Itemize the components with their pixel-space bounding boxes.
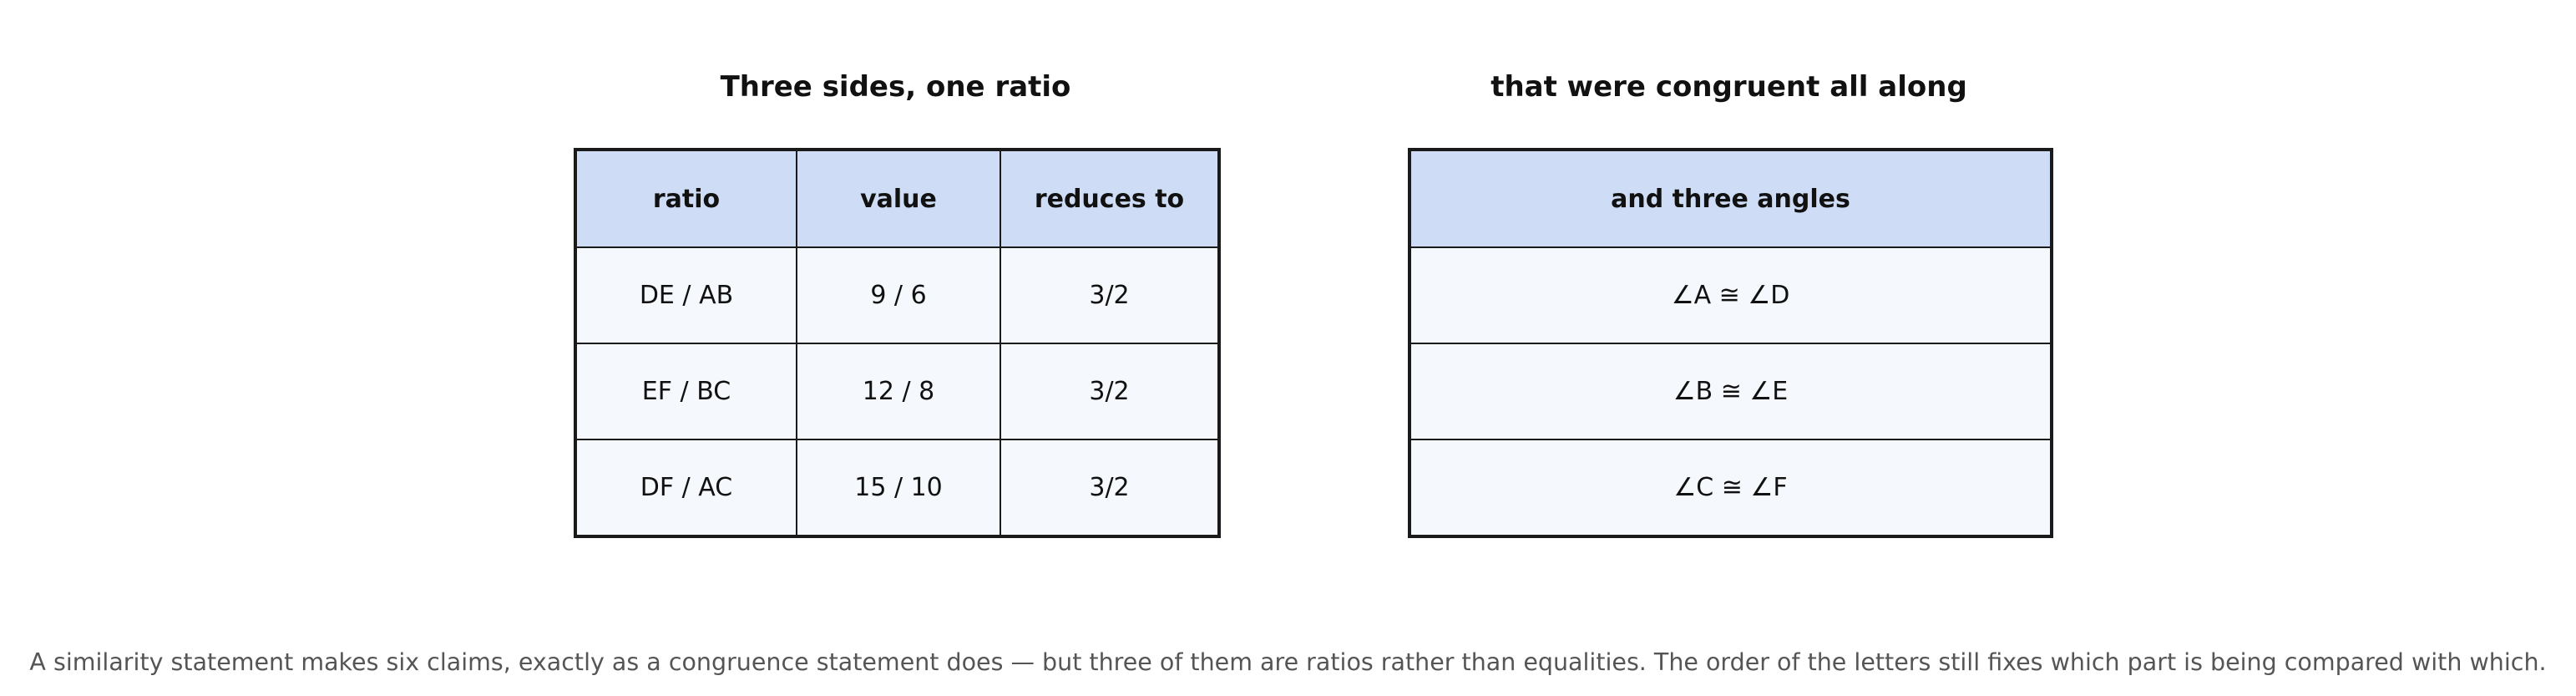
row: ∠B ≅ ∠E [1409, 343, 2052, 440]
table-title: that were congruent all along [1490, 70, 1967, 104]
cell: 15 / 10 [796, 439, 1001, 537]
cell: 3/2 [1000, 343, 1220, 440]
cell: EF / BC [574, 343, 797, 440]
header-row: ratio value reduces to [574, 149, 1220, 248]
cell: ∠C ≅ ∠F [1409, 439, 2052, 537]
cell: DE / AB [574, 246, 797, 344]
table-title: Three sides, one ratio [720, 70, 1071, 104]
cell: 9 / 6 [796, 246, 1001, 344]
cell: 3/2 [1000, 246, 1220, 344]
header-row: and three angles [1409, 149, 2052, 248]
row: ∠C ≅ ∠F [1409, 439, 2052, 537]
row: DF / AC 15 / 10 3/2 [574, 439, 1220, 537]
row: DE / AB 9 / 6 3/2 [574, 246, 1220, 344]
header-cell: value [796, 149, 1001, 248]
row: EF / BC 12 / 8 3/2 [574, 343, 1220, 440]
table: ratio value reduces to DE / AB 9 / 6 3/2 EF / … [574, 148, 1221, 538]
table: and three angles ∠A ≅ ∠D ∠B ≅ ∠E ∠C ≅ ∠F [1408, 148, 2053, 538]
cell: DF / AC [574, 439, 797, 537]
header-cell: reduces to [1000, 149, 1220, 248]
row: ∠A ≅ ∠D [1409, 246, 2052, 344]
cell: ∠B ≅ ∠E [1409, 343, 2052, 440]
header-cell: and three angles [1409, 149, 2052, 248]
caption: A similarity statement makes six claims,… [29, 648, 2547, 676]
cell: 12 / 8 [796, 343, 1001, 440]
header-cell: ratio [574, 149, 797, 248]
cell: 3/2 [1000, 439, 1220, 537]
cell: ∠A ≅ ∠D [1409, 246, 2052, 344]
